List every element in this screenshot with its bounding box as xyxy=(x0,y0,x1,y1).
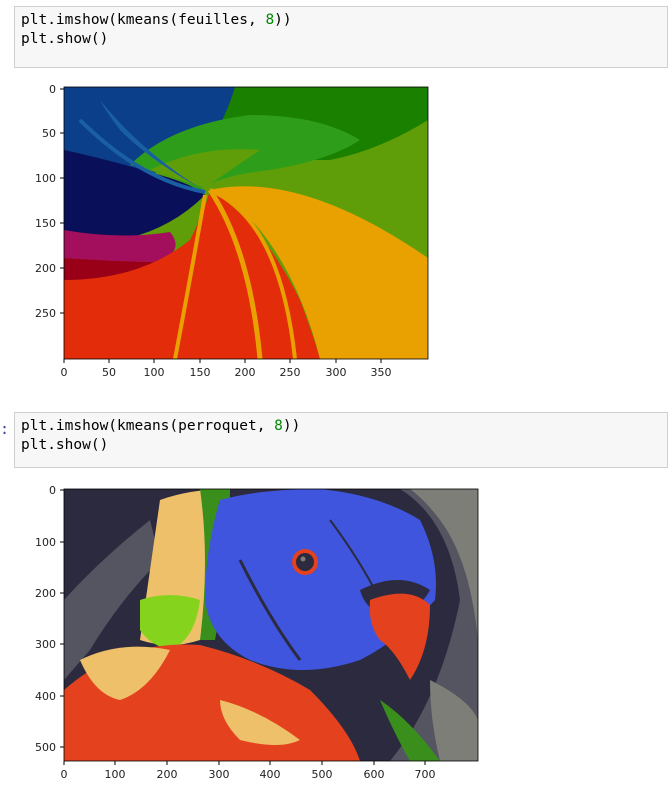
x-tick-label: 0 xyxy=(61,366,68,379)
y-tick-label: 100 xyxy=(35,172,56,185)
code-line-2: plt.show() xyxy=(21,437,109,453)
x-tick-label: 100 xyxy=(105,768,126,781)
x-tick-label: 350 xyxy=(371,366,392,379)
y-tick-label: 150 xyxy=(35,217,56,230)
y-tick-label: 100 xyxy=(35,536,56,549)
code-line-1: plt.imshow(kmeans(feuilles, 8)) xyxy=(21,12,292,28)
y-tick-label: 200 xyxy=(35,262,56,275)
plot2-yaxis: 0 100 200 300 400 500 xyxy=(35,484,64,754)
code-cell-1[interactable]: plt.imshow(kmeans(feuilles, 8)) plt.show… xyxy=(14,6,668,68)
x-tick-label: 0 xyxy=(61,768,68,781)
y-tick-label: 250 xyxy=(35,307,56,320)
plot2-frame xyxy=(63,488,479,762)
x-tick-label: 500 xyxy=(312,768,333,781)
perroquet-image xyxy=(64,489,478,761)
code-cell-2-source[interactable]: plt.imshow(kmeans(perroquet, 8)) plt.sho… xyxy=(21,417,300,455)
x-tick-label: 300 xyxy=(209,768,230,781)
x-tick-label: 400 xyxy=(260,768,281,781)
x-tick-label: 150 xyxy=(190,366,211,379)
y-tick-label: 0 xyxy=(49,484,56,497)
y-tick-label: 500 xyxy=(35,741,56,754)
y-tick-label: 200 xyxy=(35,587,56,600)
plot2-xaxis: 0 100 200 300 400 500 600 700 xyxy=(61,761,436,781)
x-tick-label: 250 xyxy=(280,366,301,379)
plot1-xaxis: 0 50 100 150 200 250 300 350 xyxy=(61,359,392,379)
code-cell-1-source[interactable]: plt.imshow(kmeans(feuilles, 8)) plt.show… xyxy=(21,11,292,49)
x-tick-label: 600 xyxy=(364,768,385,781)
cell-prompt: : xyxy=(0,420,10,438)
y-tick-label: 400 xyxy=(35,690,56,703)
x-tick-label: 50 xyxy=(102,366,116,379)
code-line-1: plt.imshow(kmeans(perroquet, 8)) xyxy=(21,418,301,434)
code-line-2: plt.show() xyxy=(21,31,109,47)
y-tick-label: 0 xyxy=(49,83,56,96)
feuilles-image xyxy=(64,87,428,359)
x-tick-label: 200 xyxy=(235,366,256,379)
x-tick-label: 300 xyxy=(326,366,347,379)
plot1-yaxis: 0 50 100 150 200 250 xyxy=(35,83,64,320)
y-tick-label: 300 xyxy=(35,638,56,651)
x-tick-label: 200 xyxy=(157,768,178,781)
code-cell-2[interactable]: plt.imshow(kmeans(perroquet, 8)) plt.sho… xyxy=(14,412,668,468)
x-tick-label: 700 xyxy=(415,768,436,781)
x-tick-label: 100 xyxy=(144,366,165,379)
y-tick-label: 50 xyxy=(42,127,56,140)
